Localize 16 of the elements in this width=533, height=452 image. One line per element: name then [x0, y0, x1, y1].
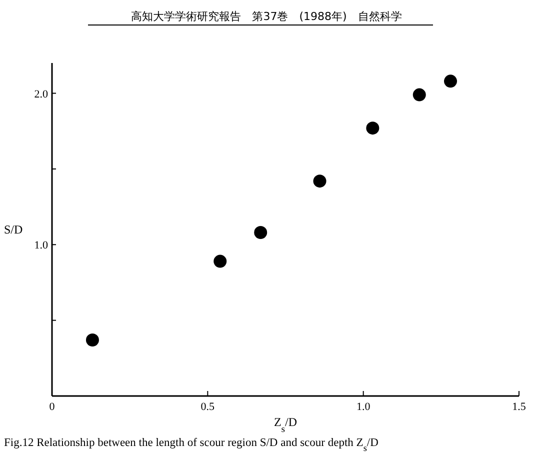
- y-axis-title: S/D: [4, 222, 24, 236]
- y-tick-label: 2.0: [34, 88, 48, 100]
- point: [214, 254, 227, 268]
- point: [412, 88, 426, 102]
- x-tick-label: 0.5: [200, 401, 216, 413]
- x-tick-label: 0: [49, 401, 56, 413]
- chart-title: 高知大学学術研究報告 第37巻 (1988年) 自然科学: [131, 10, 402, 23]
- x-axis-title: Z$_{s}$/D: [274, 415, 298, 434]
- point: [313, 174, 326, 188]
- point: [86, 333, 99, 346]
- point: [366, 122, 380, 135]
- x-tick-label: 1.5: [512, 401, 526, 413]
- point: [254, 226, 268, 240]
- x-tick-label: 1.0: [356, 401, 371, 413]
- caption: Fig.12 Relationship between the length of scour region S/D and scour depth Z$_{s}$/D: [4, 437, 378, 452]
- point: [444, 74, 458, 88]
